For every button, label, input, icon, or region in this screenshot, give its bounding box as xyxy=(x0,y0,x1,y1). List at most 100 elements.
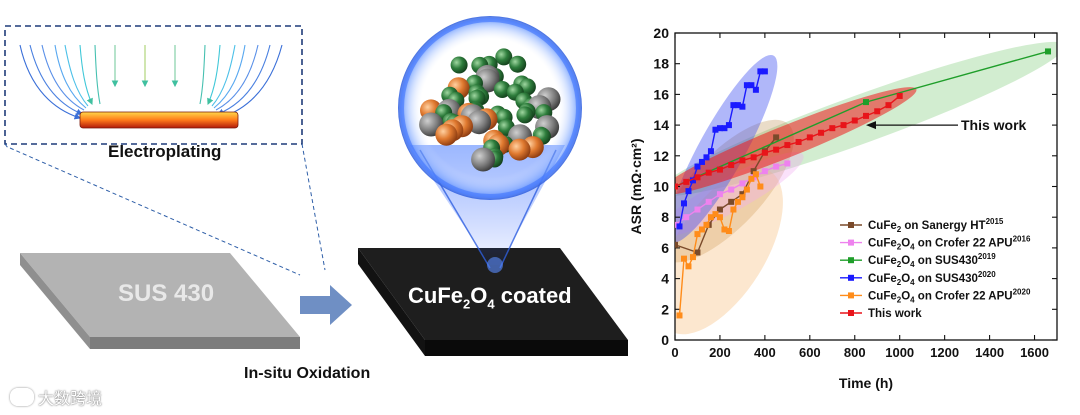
series-5-point xyxy=(716,166,723,173)
series-3-point xyxy=(757,68,764,75)
series-3-point xyxy=(685,188,692,195)
series-0-point xyxy=(675,241,678,248)
series-5-point xyxy=(874,108,881,115)
x-tick-label: 600 xyxy=(799,345,821,360)
x-tick-label: 1400 xyxy=(975,345,1004,360)
series-5-point xyxy=(705,169,712,176)
series-3-point xyxy=(730,102,737,109)
legend-marker-0 xyxy=(848,222,854,228)
x-tick-label: 200 xyxy=(709,345,731,360)
series-3-point xyxy=(698,158,705,165)
atom xyxy=(467,110,492,135)
series-1-point xyxy=(728,186,735,193)
series-5-point xyxy=(829,125,836,132)
ellipse-3 xyxy=(675,54,778,243)
schematic xyxy=(4,16,628,356)
series-4-point xyxy=(748,175,755,182)
series-1-point xyxy=(683,214,690,221)
series-5-point xyxy=(818,129,825,136)
series-3-point xyxy=(748,82,755,89)
series-3-point xyxy=(694,163,701,170)
process-label: In-situ Oxidation xyxy=(244,365,371,382)
watermark-logo-icon xyxy=(10,388,34,406)
series-1-point xyxy=(773,163,780,170)
watermark: 大数跨境 xyxy=(10,385,102,409)
series-3-point xyxy=(707,148,714,155)
x-tick-label: 1000 xyxy=(885,345,914,360)
series-3-point xyxy=(680,200,687,207)
series-1-point xyxy=(705,198,712,205)
legend-marker-2 xyxy=(848,257,854,264)
y-tick-label: 16 xyxy=(653,86,669,102)
series-5-point xyxy=(863,112,869,119)
series-3-point xyxy=(725,122,732,129)
legend-label-3: CuFe2O4 on SUS4302020 xyxy=(868,270,996,287)
legend-label-0: CuFe2 on Sanergy HT2015 xyxy=(868,217,1004,234)
chart-series xyxy=(675,48,1052,319)
atom xyxy=(495,48,513,66)
series-0-point xyxy=(773,134,780,141)
series-4-point xyxy=(703,221,710,228)
series-4-point xyxy=(689,254,696,261)
series-4-point xyxy=(694,231,701,238)
sus430-plate xyxy=(20,253,300,349)
legend-marker-3 xyxy=(848,274,854,281)
series-5-point xyxy=(795,138,802,145)
series-3-point xyxy=(703,154,710,161)
series-4-point xyxy=(712,211,719,218)
watermark-text: 大数跨境 xyxy=(38,389,103,408)
series-4-point xyxy=(721,226,728,233)
series-5-point xyxy=(784,142,791,149)
atom xyxy=(450,56,468,74)
atom xyxy=(516,106,534,124)
series-3-point xyxy=(739,103,746,110)
series-0-point xyxy=(728,198,735,205)
series-5-point xyxy=(840,122,847,129)
legend-label-5: This work xyxy=(868,308,922,320)
x-tick-label: 400 xyxy=(754,345,776,360)
series-1-point xyxy=(716,191,723,198)
legend-marker-5 xyxy=(848,310,854,316)
guide-line-left xyxy=(9,147,301,276)
series-5-point xyxy=(739,157,746,164)
series-4-point xyxy=(725,228,732,235)
series-4-point xyxy=(676,312,683,319)
series-5-point xyxy=(851,117,858,124)
atom xyxy=(471,147,496,172)
y-tick-label: 10 xyxy=(653,179,669,195)
coated-plate xyxy=(358,248,628,356)
y-tick-label: 18 xyxy=(653,56,669,72)
atom xyxy=(509,55,527,73)
x-axis-label: Time (h) xyxy=(839,375,893,391)
series-2-point xyxy=(1045,48,1052,55)
atom xyxy=(468,89,486,107)
series-1-point xyxy=(739,180,746,187)
series-0-point xyxy=(739,191,746,198)
series-5-point xyxy=(683,178,690,185)
series-5-point xyxy=(728,162,735,169)
atom xyxy=(435,123,458,146)
series-5-point xyxy=(694,174,701,181)
y-tick-label: 2 xyxy=(661,301,669,317)
series-5-point xyxy=(896,92,903,99)
y-tick-label: 0 xyxy=(661,332,669,348)
series-3-point xyxy=(712,126,719,133)
legend-label-4: CuFe2O4 on Crofer 22 APU2020 xyxy=(868,287,1031,304)
series-2-point xyxy=(863,99,869,106)
annotation-arrow-head xyxy=(866,121,876,130)
confidence-ellipses xyxy=(675,41,1057,335)
y-axis-label: ASR (mΩ·cm²) xyxy=(628,138,644,234)
series-4-point xyxy=(730,206,737,213)
x-tick-label: 0 xyxy=(671,345,678,360)
guide-line-right xyxy=(301,143,326,271)
crystal-structure xyxy=(419,48,561,172)
ellipse-5 xyxy=(675,87,917,196)
series-4-point xyxy=(698,226,705,233)
series-5-point xyxy=(806,134,813,141)
chart-annotation: This work xyxy=(866,117,1027,133)
series-1-point xyxy=(694,206,701,213)
electroplating-label: Electroplating xyxy=(108,142,222,161)
substrate-label: SUS 430 xyxy=(118,280,215,307)
series-3-point xyxy=(761,68,768,75)
